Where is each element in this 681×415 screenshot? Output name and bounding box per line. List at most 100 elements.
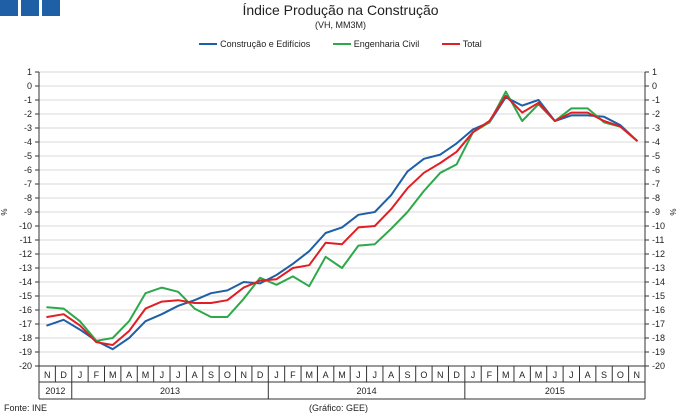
y-tick-label-right: -16	[652, 305, 665, 315]
y-tick-label-left: -14	[19, 277, 32, 287]
y-tick-label-right: 1	[652, 67, 657, 77]
chart-legend: Construção e Edifícios Engenharia Civil …	[0, 38, 681, 49]
x-tick-label: A	[192, 370, 198, 380]
y-tick-label-left: -1	[24, 95, 32, 105]
y-tick-label-right: -15	[652, 291, 665, 301]
legend-swatch-construcao	[199, 43, 218, 46]
chart-title: Índice Produção na Construção	[242, 2, 439, 18]
x-year-label: 2013	[160, 386, 180, 396]
x-tick-label: M	[502, 370, 510, 380]
legend-label-total: Total	[462, 38, 482, 49]
credit-note: (Gráfico: GEE)	[309, 403, 369, 413]
x-tick-label: J	[78, 370, 83, 380]
x-tick-label: S	[208, 370, 214, 380]
x-tick-label: N	[437, 370, 444, 380]
y-tick-label-right: -6	[652, 165, 660, 175]
legend-item-construcao: Construção e Edifícios	[199, 39, 310, 49]
legend-swatch-engenharia	[332, 43, 351, 46]
x-year-label: 2014	[357, 386, 377, 396]
y-tick-label-left: -10	[19, 221, 32, 231]
x-tick-label: O	[617, 370, 624, 380]
legend-item-total: Total	[441, 38, 482, 49]
logo-block-3	[42, 0, 60, 16]
y-tick-label-left: -6	[24, 165, 32, 175]
x-tick-label: M	[305, 370, 313, 380]
y-tick-label-right: -14	[652, 277, 665, 287]
y-tick-label-left: -19	[19, 347, 32, 357]
chart-subtitle: (VH, MM3M)	[315, 20, 366, 30]
x-tick-label: N	[240, 370, 247, 380]
y-tick-label-left: 1	[27, 67, 32, 77]
x-tick-label: F	[94, 370, 100, 380]
x-tick-label: D	[257, 370, 264, 380]
y-tick-label-left: -17	[19, 319, 32, 329]
x-tick-label: S	[601, 370, 607, 380]
y-tick-label-right: -4	[652, 137, 660, 147]
y-tick-label-left: -5	[24, 151, 32, 161]
x-tick-label: J	[373, 370, 378, 380]
y-tick-label-left: -3	[24, 123, 32, 133]
y-tick-label-right: -17	[652, 319, 665, 329]
x-tick-label: A	[388, 370, 394, 380]
x-tick-label: J	[569, 370, 574, 380]
legend-item-engenharia: Engenharia Civil	[332, 38, 420, 49]
x-tick-label: M	[535, 370, 543, 380]
x-tick-label: M	[142, 370, 150, 380]
y-tick-label-right: -20	[652, 361, 665, 371]
y-tick-label-left: -15	[19, 291, 32, 301]
x-tick-label: A	[585, 370, 591, 380]
y-tick-label-left: -7	[24, 179, 32, 189]
y-tick-label-left: -2	[24, 109, 32, 119]
y-tick-label-left: -13	[19, 263, 32, 273]
x-year-label: 2012	[45, 386, 65, 396]
x-tick-label: A	[519, 370, 525, 380]
x-tick-label: S	[405, 370, 411, 380]
x-tick-label: F	[290, 370, 296, 380]
y-tick-label-right: -5	[652, 151, 660, 161]
logo-block-1	[0, 0, 18, 16]
y-tick-label-right: -18	[652, 333, 665, 343]
y-axis-label-left: %	[0, 208, 9, 215]
x-tick-label: A	[126, 370, 132, 380]
x-tick-label: J	[274, 370, 279, 380]
x-tick-label: N	[634, 370, 641, 380]
y-tick-label-left: -11	[20, 235, 32, 245]
x-tick-label: D	[60, 370, 67, 380]
y-tick-label-left: -4	[24, 137, 32, 147]
y-tick-label-left: -16	[19, 305, 32, 315]
legend-label-engenharia: Engenharia Civil	[353, 38, 420, 49]
y-tick-label-right: -11	[652, 235, 664, 245]
y-tick-label-right: -12	[652, 249, 665, 259]
y-tick-label-left: -9	[24, 207, 32, 217]
x-tick-label: A	[323, 370, 329, 380]
source-note: Fonte: INE	[4, 403, 48, 413]
y-tick-label-left: -12	[19, 249, 32, 259]
y-tick-label-right: -8	[652, 193, 660, 203]
y-tick-label-right: -10	[652, 221, 665, 231]
y-tick-label-right: -13	[652, 263, 665, 273]
y-tick-label-left: 0	[27, 81, 32, 91]
y-tick-label-left: -18	[19, 333, 32, 343]
y-tick-label-right: -19	[652, 347, 665, 357]
series-line-total	[46, 94, 638, 346]
series-line-constru-o-e-edif-cios	[46, 96, 638, 351]
x-tick-label: O	[420, 370, 427, 380]
legend-swatch-total	[441, 43, 460, 46]
y-axis-label-right: %	[669, 208, 678, 215]
x-tick-label: J	[176, 370, 181, 380]
x-tick-label: O	[224, 370, 231, 380]
y-tick-label-right: 0	[652, 81, 657, 91]
y-tick-label-right: -7	[652, 179, 660, 189]
x-tick-label: J	[356, 370, 361, 380]
x-tick-label: D	[453, 370, 460, 380]
x-tick-label: J	[553, 370, 558, 380]
x-tick-label: M	[338, 370, 346, 380]
x-tick-label: F	[487, 370, 493, 380]
legend-label-construcao: Construção e Edifícios	[220, 38, 311, 49]
y-tick-label-right: -2	[652, 109, 660, 119]
y-tick-label-right: -3	[652, 123, 660, 133]
y-tick-label-left: -8	[24, 193, 32, 203]
y-tick-label-right: -1	[652, 95, 660, 105]
x-tick-label: J	[160, 370, 165, 380]
